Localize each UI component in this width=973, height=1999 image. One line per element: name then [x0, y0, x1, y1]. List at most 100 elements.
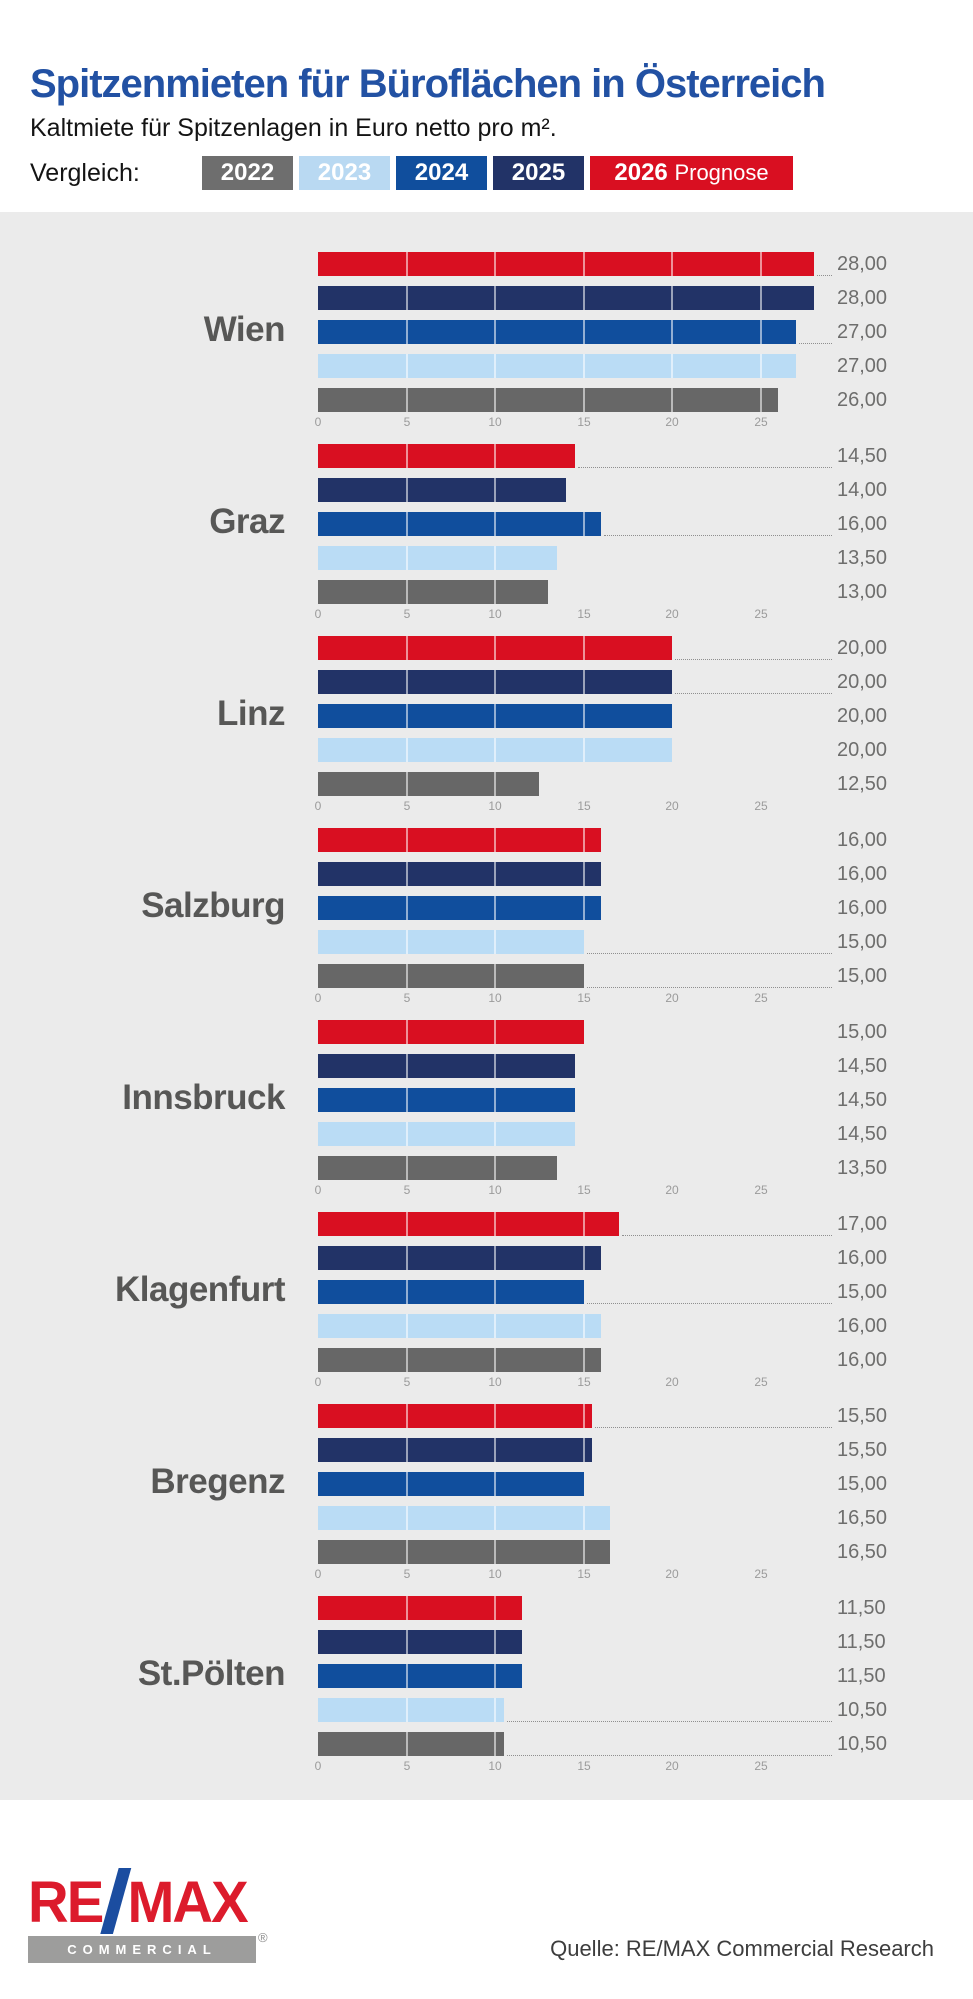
bar-segment-divider: [406, 1540, 408, 1564]
bar: [318, 862, 601, 886]
bar-segment-divider: [494, 1020, 496, 1044]
bar-segment-divider: [494, 964, 496, 988]
bar-value-label: 16,00: [837, 1247, 888, 1269]
bar-segment-divider: [494, 252, 496, 276]
bar-segment-divider: [406, 512, 408, 536]
bar-segment-divider: [583, 320, 585, 344]
axis-tick-label: 0: [314, 1183, 322, 1197]
bar-value-label: 16,00: [837, 513, 888, 535]
bar-segment-divider: [671, 320, 673, 344]
bar-segment-divider: [406, 1348, 408, 1372]
bar-segment-divider: [406, 320, 408, 344]
bar-segment-divider: [583, 1540, 585, 1564]
axis-tick-label: 0: [314, 415, 322, 429]
bar-segment-divider: [494, 1472, 496, 1496]
axis-tick-label: 0: [314, 799, 322, 813]
bar: [318, 896, 601, 920]
axis-tick-label: 20: [665, 1759, 679, 1773]
remax-logo-re: RE: [28, 1870, 104, 1935]
bar-value-label: 20,00: [837, 671, 888, 693]
bar-segment-divider: [406, 1664, 408, 1688]
axis-tick-label: 20: [665, 1183, 679, 1197]
axis-tick-label: 20: [665, 1375, 679, 1389]
bar-value-label: 13,50: [837, 1157, 888, 1179]
bar: [318, 1630, 522, 1654]
bar: [318, 252, 814, 276]
leader-line: [587, 987, 832, 988]
bar: [318, 1246, 601, 1270]
legend-chip-suffix: Prognose: [674, 160, 769, 185]
legend-chip-2023: 2023: [299, 156, 390, 190]
bar-segment-divider: [494, 930, 496, 954]
bar-segment-divider: [494, 1280, 496, 1304]
bar-segment-divider: [406, 862, 408, 886]
axis-tick-label: 5: [403, 799, 411, 813]
bar: [318, 1472, 584, 1496]
bar: [318, 1596, 522, 1620]
bar-segment-divider: [494, 1664, 496, 1688]
bar: [318, 670, 672, 694]
remax-logo: RE MAX: [28, 1868, 249, 1935]
bar-segment-divider: [671, 252, 673, 276]
bar-segment-divider: [406, 444, 408, 468]
bar-segment-divider: [406, 286, 408, 310]
bar-value-label: 11,50: [837, 1597, 886, 1619]
bar-segment-divider: [494, 546, 496, 570]
bar-segment-divider: [494, 1596, 496, 1620]
bar-segment-divider: [406, 772, 408, 796]
bar-segment-divider: [406, 1280, 408, 1304]
city-label: Bregenz: [150, 1462, 285, 1501]
bar-segment-divider: [406, 896, 408, 920]
bar: [318, 478, 566, 502]
bar-segment-divider: [494, 862, 496, 886]
leader-line: [587, 1303, 832, 1304]
axis-tick-label: 25: [754, 1567, 768, 1581]
bar-segment-divider: [583, 286, 585, 310]
leader-line: [595, 1427, 832, 1428]
axis-tick-label: 15: [577, 607, 591, 621]
axis-tick-label: 10: [488, 799, 502, 813]
leader-line: [675, 659, 832, 660]
bar: [318, 1280, 584, 1304]
bar: [318, 636, 672, 660]
bar-segment-divider: [583, 670, 585, 694]
bar-segment-divider: [583, 828, 585, 852]
bar: [318, 1732, 504, 1756]
axis-tick-label: 5: [403, 415, 411, 429]
axis-tick-label: 20: [665, 415, 679, 429]
legend-chip-year: 2026: [614, 159, 668, 186]
bar-value-label: 15,50: [837, 1405, 888, 1427]
bar-value-label: 16,50: [837, 1507, 888, 1529]
bar: [318, 320, 796, 344]
axis-tick-label: 15: [577, 1183, 591, 1197]
bar-value-label: 14,00: [837, 479, 888, 501]
bar-value-label: 15,00: [837, 965, 888, 987]
bar-segment-divider: [406, 1698, 408, 1722]
bar-segment-divider: [494, 704, 496, 728]
legend-chip-2024: 2024: [396, 156, 487, 190]
bar-segment-divider: [494, 1088, 496, 1112]
bar-segment-divider: [494, 1348, 496, 1372]
bar-value-label: 26,00: [837, 389, 888, 411]
bar-segment-divider: [494, 772, 496, 796]
legend: Vergleich: 2022 2023 2024 2025 2026 Prog…: [30, 155, 799, 191]
city-label: Salzburg: [141, 886, 285, 925]
bar-segment-divider: [406, 1020, 408, 1044]
bar-segment-divider: [494, 286, 496, 310]
city-label: Klagenfurt: [115, 1270, 286, 1309]
bar-segment-divider: [406, 964, 408, 988]
bar-segment-divider: [583, 862, 585, 886]
bar-segment-divider: [583, 738, 585, 762]
bar-value-label: 14,50: [837, 445, 888, 467]
axis-tick-label: 25: [754, 607, 768, 621]
leader-line: [507, 1721, 832, 1722]
axis-tick-label: 5: [403, 1567, 411, 1581]
bar-value-label: 14,50: [837, 1055, 888, 1077]
remax-commercial-banner: COMMERCIAL: [28, 1936, 256, 1963]
bar-segment-divider: [406, 354, 408, 378]
axis-tick-label: 10: [488, 991, 502, 1005]
bar-value-label: 11,50: [837, 1665, 886, 1687]
bar: [318, 1664, 522, 1688]
bar-value-label: 10,50: [837, 1733, 888, 1755]
bar: [318, 1020, 584, 1044]
